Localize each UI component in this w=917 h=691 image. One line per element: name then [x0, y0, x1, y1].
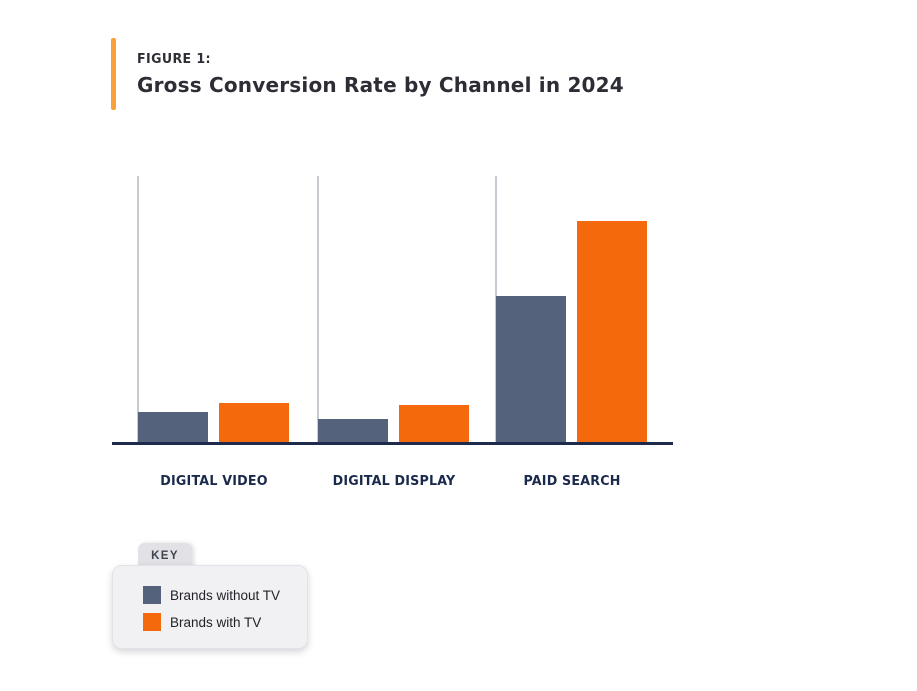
grouped-bar-chart: DIGITAL VIDEO DIGITAL DISPLAY PAID SEARCH [112, 176, 673, 489]
legend-item-label: Brands without TV [170, 587, 281, 603]
legend-item-label: Brands with TV [170, 614, 262, 630]
legend-item: Brands with TV [143, 613, 261, 631]
figure-label: Figure 1: [137, 52, 211, 67]
legend-swatch-icon [143, 613, 161, 631]
legend-swatch-icon [143, 586, 161, 604]
bar-brands-without-tv-paid-search [496, 296, 566, 443]
bar-brands-with-tv-digital-video [219, 403, 289, 443]
legend-panel: Brands without TV Brands with TV [112, 565, 308, 649]
bar-brands-without-tv-digital-video [138, 412, 208, 443]
chart-title: Gross Conversion Rate by Channel in 2024 [137, 73, 624, 97]
gridline-digital-display [317, 176, 319, 443]
legend-item: Brands without TV [143, 586, 280, 604]
accent-bar [111, 38, 116, 110]
bar-brands-without-tv-digital-display [318, 419, 388, 443]
figure-header: Figure 1: Gross Conversion Rate by Chann… [137, 52, 624, 97]
legend-tab-label: KEY [151, 550, 179, 562]
gridline-digital-video [137, 176, 139, 443]
x-axis-line [112, 442, 673, 445]
bar-brands-with-tv-paid-search [577, 221, 647, 443]
category-label-paid-search: PAID SEARCH [522, 473, 621, 489]
category-label-digital-display: DIGITAL DISPLAY [332, 473, 455, 489]
bar-brands-with-tv-digital-display [399, 405, 469, 443]
category-label-digital-video: DIGITAL VIDEO [159, 473, 268, 489]
